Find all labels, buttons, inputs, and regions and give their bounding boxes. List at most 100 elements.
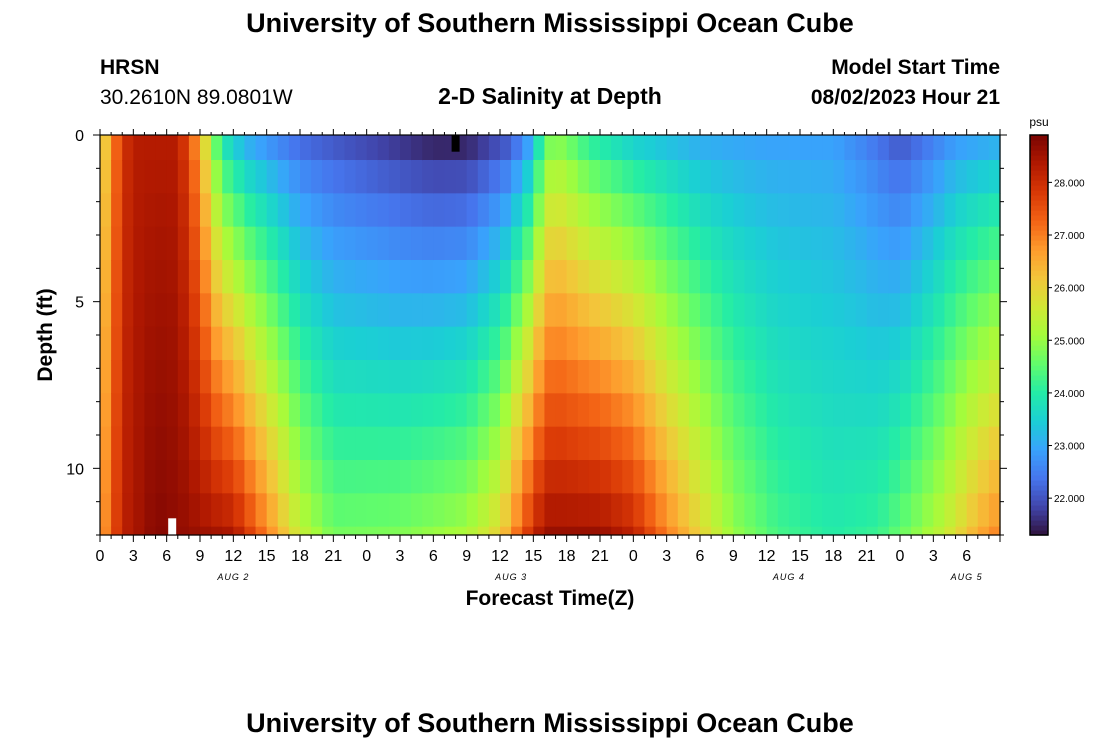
heatmap-cell [488, 360, 501, 394]
heatmap-cell [211, 460, 223, 494]
colorbar-segment [1030, 485, 1048, 491]
colorbar-segment [1030, 200, 1048, 206]
heatmap-cell [677, 226, 690, 261]
heatmap-cell [255, 326, 268, 361]
heatmap-cell [600, 226, 612, 261]
heatmap-cell [955, 393, 968, 428]
heatmap-cell [588, 326, 601, 361]
heatmap-cell [166, 393, 179, 428]
heatmap-cell [933, 426, 946, 461]
heatmap-cell [922, 460, 934, 494]
heatmap-cell [933, 493, 946, 528]
heatmap-cell [455, 360, 468, 394]
heatmap-cell [755, 160, 768, 194]
heatmap-cell [511, 426, 523, 461]
heatmap-cell [677, 293, 690, 328]
heatmap-cell [988, 160, 1001, 194]
colorbar-segment [1030, 460, 1048, 466]
heatmap-cell [322, 193, 334, 228]
heatmap-cell [866, 393, 879, 428]
heatmap-cell [388, 260, 401, 294]
heatmap-cell [411, 426, 423, 461]
heatmap-cell [933, 393, 946, 428]
heatmap-cell [666, 326, 679, 361]
heatmap-cell [344, 260, 357, 294]
heatmap-cell [766, 135, 779, 161]
heatmap-cell [388, 526, 401, 536]
heatmap-cell [455, 460, 468, 494]
heatmap-cell [411, 193, 423, 228]
heatmap-cell [455, 326, 468, 361]
heatmap-cell [177, 226, 190, 261]
heatmap-cell [677, 326, 690, 361]
heatmap-cell [544, 393, 557, 428]
x-tick-label: 3 [396, 548, 405, 565]
heatmap-cell [822, 393, 834, 428]
heatmap-cell [788, 393, 801, 428]
heatmap-cell [344, 493, 357, 528]
heatmap-cell [622, 393, 634, 428]
heatmap-cell [622, 360, 634, 394]
heatmap-cell [377, 260, 390, 294]
heatmap-cell [677, 360, 690, 394]
heatmap-cell [444, 426, 457, 461]
heatmap-cell [822, 426, 834, 461]
colorbar-segment [1030, 340, 1048, 346]
heatmap-cell [366, 193, 379, 228]
heatmap-cell [533, 360, 546, 394]
heatmap-cell [533, 460, 546, 494]
heatmap-cell [711, 226, 723, 261]
heatmap-cell [744, 393, 757, 428]
heatmap-cell [233, 260, 246, 294]
heatmap-cell [344, 360, 357, 394]
heatmap-cell [422, 260, 434, 294]
colorbar-segment [1030, 135, 1048, 141]
heatmap-cell [700, 360, 712, 394]
heatmap-cell [766, 493, 779, 528]
heatmap-cell [422, 293, 434, 328]
heatmap-cell [333, 326, 346, 361]
heatmap-cell [166, 293, 179, 328]
colorbar-frame [1029, 134, 1049, 536]
heatmap-cell [911, 526, 923, 536]
heatmap-cell [933, 135, 946, 161]
heatmap-cell [911, 426, 923, 461]
heatmap-cell [666, 293, 679, 328]
heatmap-cell [388, 393, 401, 428]
colorbar-tick-label: 28.000 [1054, 178, 1085, 189]
heatmap-cell [122, 293, 134, 328]
heatmap-cell [633, 326, 646, 361]
heatmap-cell [111, 135, 123, 161]
heatmap-cell [744, 293, 757, 328]
colorbar-segment [1030, 260, 1048, 266]
colorbar-segment [1030, 410, 1048, 416]
heatmap-cell [266, 460, 279, 494]
heatmap-cell [677, 460, 690, 494]
heatmap-cell [144, 493, 157, 528]
heatmap-cell [888, 160, 901, 194]
heatmap-cell [933, 160, 946, 194]
heatmap-cell [377, 193, 390, 228]
heatmap-cell [822, 135, 834, 161]
heatmap-cell [566, 135, 579, 161]
heatmap-cell [633, 360, 646, 394]
heatmap-cell [255, 460, 268, 494]
heatmap-cell [588, 226, 601, 261]
heatmap-cell [155, 293, 168, 328]
heatmap-cell [511, 393, 523, 428]
heatmap-cell [688, 460, 701, 494]
heatmap-cell [566, 526, 579, 536]
heatmap-cell [911, 226, 923, 261]
heatmap-cell [422, 326, 434, 361]
heatmap-cell [155, 526, 168, 536]
heatmap-cell [300, 160, 312, 194]
heatmap-cell [511, 160, 523, 194]
heatmap-cell [955, 293, 968, 328]
heatmap-cell [522, 526, 534, 536]
colorbar-segment [1030, 390, 1048, 396]
heatmap-cell [666, 260, 679, 294]
heatmap-cell [255, 493, 268, 528]
heatmap-cell [933, 526, 946, 536]
x-tick-label: 3 [129, 548, 138, 565]
heatmap-cell [888, 460, 901, 494]
